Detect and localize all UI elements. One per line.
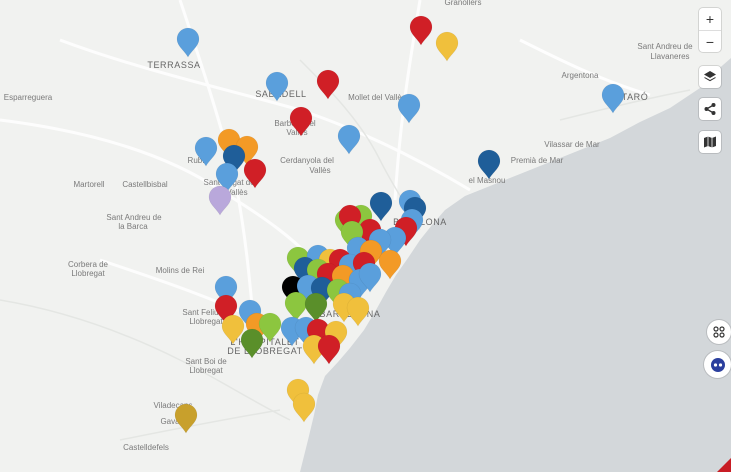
map-marker[interactable] [601, 83, 625, 114]
map-marker[interactable] [292, 392, 316, 423]
map-marker[interactable] [378, 249, 402, 280]
place-label: TERRASSA [147, 60, 200, 70]
zoom-control: + − [699, 8, 721, 52]
place-label: Cerdanyola del [280, 156, 334, 165]
place-label: Viladecans [154, 401, 193, 410]
map-marker[interactable] [289, 106, 313, 137]
place-label: Castellbisbal [122, 180, 168, 189]
map-marker[interactable] [346, 296, 370, 327]
layers-icon [704, 71, 716, 82]
map-marker[interactable] [215, 162, 239, 193]
place-label: Llobregat [189, 366, 223, 375]
layers-button[interactable] [699, 66, 721, 88]
map-marker[interactable] [337, 124, 361, 155]
place-label: Vallès [309, 166, 330, 175]
map-marker[interactable] [258, 312, 282, 343]
place-label: Sant Andreu de [106, 213, 162, 222]
place-label: Llobregat [71, 269, 105, 278]
map-marker[interactable] [435, 31, 459, 62]
place-label: Llavaneres [650, 52, 689, 61]
map-marker[interactable] [316, 69, 340, 100]
map-marker[interactable] [240, 328, 264, 359]
place-label: Sant Feliu de [182, 308, 230, 317]
place-label: Corbera de [68, 260, 109, 269]
place-label: Sant Boi de [185, 357, 227, 366]
place-label: Vallès [226, 188, 247, 197]
place-label: Castelldefels [123, 443, 169, 452]
accessibility-button[interactable] [704, 351, 731, 378]
grid-button[interactable] [707, 320, 731, 344]
grid-icon [713, 326, 725, 338]
zoom-out-button[interactable]: − [699, 30, 721, 53]
corner-marker-icon [717, 458, 731, 472]
map-marker[interactable] [304, 292, 328, 323]
map-marker[interactable] [194, 136, 218, 167]
map-icon [704, 136, 716, 148]
place-label: Granollers [445, 0, 482, 7]
place-label: DE LLOBREGAT [227, 346, 303, 356]
place-label: Rubí [188, 156, 206, 165]
place-label: Molins de Rei [156, 266, 205, 275]
map-marker[interactable] [221, 314, 245, 345]
place-label: la Barca [118, 222, 148, 231]
place-label: Vallès [286, 128, 307, 137]
accessibility-icon [710, 357, 725, 372]
share-button[interactable] [699, 98, 721, 120]
map-marker[interactable] [397, 93, 421, 124]
place-label: Martorell [73, 180, 104, 189]
place-label: Argentona [562, 71, 599, 80]
place-label: Vilassar de Mar [544, 140, 600, 149]
map-marker[interactable] [265, 71, 289, 102]
map-marker[interactable] [174, 403, 198, 434]
map-marker[interactable] [409, 15, 433, 46]
place-label: el Masnou [469, 176, 506, 185]
place-label: Llobregat [189, 317, 223, 326]
zoom-in-button[interactable]: + [705, 11, 715, 27]
place-label: MATARÓ [608, 92, 649, 102]
place-label: Esparreguera [4, 93, 53, 102]
map-marker[interactable] [176, 27, 200, 58]
place-label: Premià de Mar [511, 156, 564, 165]
map-marker[interactable] [208, 185, 232, 216]
map-marker[interactable] [284, 291, 308, 322]
place-label: Mollet del Vallès [348, 93, 406, 102]
place-label: Sant Andreu de [637, 42, 693, 51]
map-marker[interactable] [358, 262, 382, 293]
marker-layer [174, 15, 625, 434]
map-marker[interactable] [317, 334, 341, 365]
map-marker[interactable] [243, 158, 267, 189]
place-label: L'HOSPITALET [230, 337, 299, 347]
map-button[interactable] [699, 131, 721, 153]
map-marker[interactable] [369, 191, 393, 222]
map-marker[interactable] [477, 149, 501, 180]
place-label: Gavà [160, 417, 180, 426]
share-icon [704, 103, 716, 115]
